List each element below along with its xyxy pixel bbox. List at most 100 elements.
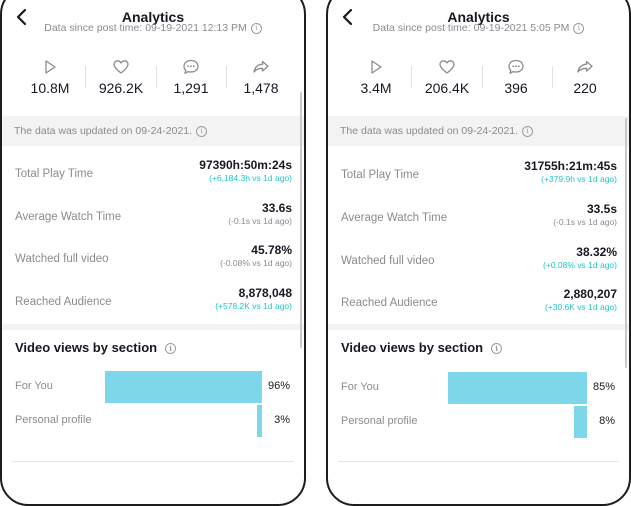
- views-count: 3.4M: [360, 80, 392, 96]
- likes-count: 926.2K: [98, 80, 144, 96]
- info-icon[interactable]: i: [165, 343, 177, 355]
- info-icon[interactable]: i: [573, 22, 585, 34]
- section-title-label: Video views by section: [15, 340, 158, 355]
- updated-label: The data was updated on 09-24-2021.: [340, 125, 519, 137]
- bar-fill: [447, 372, 587, 404]
- divider: [482, 66, 483, 88]
- comment-icon: [481, 58, 551, 78]
- data-since-label: Data since post time: 09-19-2021 5:05 PM: [372, 22, 570, 34]
- bar-fill: [104, 371, 262, 403]
- play-icon: [341, 58, 411, 78]
- shares-count: 1,478: [243, 80, 279, 96]
- bar-percent: 96%: [267, 380, 290, 392]
- bar-label: Personal profile: [341, 415, 418, 427]
- section-bar-personal-profile: Personal profile 8%: [328, 406, 629, 438]
- stat-label: Average Watch Time: [15, 211, 122, 223]
- data-since-label: Data since post time: 09-19-2021 12:13 P…: [44, 22, 247, 34]
- stat-value: 33.6s: [261, 201, 292, 215]
- video-views-section-title: Video views by section i: [15, 340, 177, 355]
- updated-banner: The data was updated on 09-24-2021. i: [2, 116, 304, 146]
- updated-text: The data was updated on 09-24-2021. i: [14, 125, 208, 137]
- views-metric: 10.8M: [15, 58, 85, 96]
- updated-label: The data was updated on 09-24-2021.: [14, 125, 193, 137]
- data-since-text: Data since post time: 09-19-2021 12:13 P…: [2, 22, 304, 34]
- stat-delta: (+30.6K vs 1d ago): [544, 302, 617, 312]
- heart-icon: [86, 58, 156, 78]
- metrics-row: 10.8M 926.2K 1,291 1,478: [2, 58, 304, 104]
- bar-label: For You: [341, 381, 379, 393]
- updated-banner: The data was updated on 09-24-2021. i: [328, 116, 629, 146]
- data-since-text: Data since post time: 09-19-2021 5:05 PM…: [328, 22, 629, 34]
- stat-label: Reached Audience: [341, 297, 438, 309]
- stat-value: 45.78%: [251, 243, 292, 257]
- bar-label: Personal profile: [15, 414, 92, 426]
- section-bar-for-you: For You 96%: [2, 371, 304, 403]
- header: Analytics: [2, 2, 304, 32]
- stat-label: Total Play Time: [15, 168, 93, 180]
- stat-label: Watched full video: [15, 253, 109, 265]
- info-icon[interactable]: i: [491, 343, 503, 355]
- stat-delta: (+379.9h vs 1d ago): [541, 174, 617, 184]
- back-arrow-icon[interactable]: [338, 7, 358, 27]
- bar-fill: [257, 405, 262, 437]
- comments-metric: 1,291: [156, 58, 226, 96]
- section-bar-for-you: For You 85%: [328, 372, 629, 404]
- analytics-screen-right: Analytics Data since post time: 09-19-20…: [326, 0, 631, 506]
- stat-delta: (+578.2K vs 1d ago): [215, 301, 292, 311]
- reached-audience-row: Reached Audience 8,878,048 (+578.2K vs 1…: [2, 283, 304, 323]
- scrollbar[interactable]: [625, 118, 627, 368]
- video-views-section-title: Video views by section i: [341, 340, 503, 355]
- stat-delta: (-0.1s vs 1d ago): [553, 217, 617, 227]
- scrollbar[interactable]: [300, 92, 302, 348]
- bottom-divider: [338, 461, 619, 462]
- comments-metric: 396: [481, 58, 551, 96]
- stat-value: 33.5s: [586, 202, 617, 216]
- page-title: Analytics: [121, 9, 185, 25]
- divider: [85, 66, 86, 88]
- divider: [226, 66, 227, 88]
- total-play-time-row: Total Play Time 31755h:21m:45s (+379.9h …: [328, 156, 629, 196]
- stat-label: Reached Audience: [15, 296, 112, 308]
- stat-label: Average Watch Time: [341, 212, 448, 224]
- page-title: Analytics: [447, 9, 510, 25]
- stat-value: 38.32%: [576, 245, 617, 259]
- stat-value: 2,880,207: [563, 287, 617, 301]
- watched-full-video-row: Watched full video 38.32% (+0.08% vs 1d …: [328, 242, 629, 282]
- section-bar-personal-profile: Personal profile 3%: [2, 405, 304, 437]
- divider: [411, 66, 412, 88]
- info-icon[interactable]: i: [522, 125, 534, 137]
- heart-icon: [412, 58, 482, 78]
- stat-delta: (+0.08% vs 1d ago): [543, 260, 617, 270]
- back-arrow-icon[interactable]: [12, 7, 32, 27]
- share-icon: [226, 58, 296, 78]
- views-count: 10.8M: [30, 80, 70, 96]
- stat-delta: (+6,184.3h vs 1d ago): [209, 173, 292, 183]
- likes-metric: 206.4K: [412, 58, 482, 96]
- divider: [156, 66, 157, 88]
- views-metric: 3.4M: [341, 58, 411, 96]
- bar-percent: 8%: [599, 415, 615, 427]
- stat-label: Total Play Time: [341, 169, 419, 181]
- shares-count: 220: [573, 80, 597, 96]
- total-play-time-row: Total Play Time 97390h:50m:24s (+6,184.3…: [2, 155, 304, 195]
- metrics-row: 3.4M 206.4K 396 220: [328, 58, 629, 104]
- bar-percent: 85%: [592, 381, 615, 393]
- likes-count: 206.4K: [424, 80, 470, 96]
- comments-count: 1,291: [173, 80, 209, 96]
- bottom-divider: [12, 461, 294, 462]
- play-icon: [15, 58, 85, 78]
- bar-label: For You: [15, 380, 53, 392]
- info-icon[interactable]: i: [250, 22, 262, 34]
- comment-icon: [156, 58, 226, 78]
- stat-value: 97390h:50m:24s: [199, 158, 292, 172]
- stat-value: 31755h:21m:45s: [524, 159, 617, 173]
- divider: [552, 66, 553, 88]
- reached-audience-row: Reached Audience 2,880,207 (+30.6K vs 1d…: [328, 284, 629, 324]
- info-icon[interactable]: i: [196, 125, 208, 137]
- shares-metric: 1,478: [226, 58, 296, 96]
- section-title-label: Video views by section: [341, 340, 484, 355]
- analytics-screen-left: Analytics Data since post time: 09-19-20…: [0, 0, 306, 506]
- share-icon: [550, 58, 620, 78]
- stat-delta: (-0.1s vs 1d ago): [228, 216, 292, 226]
- average-watch-time-row: Average Watch Time 33.5s (-0.1s vs 1d ag…: [328, 199, 629, 239]
